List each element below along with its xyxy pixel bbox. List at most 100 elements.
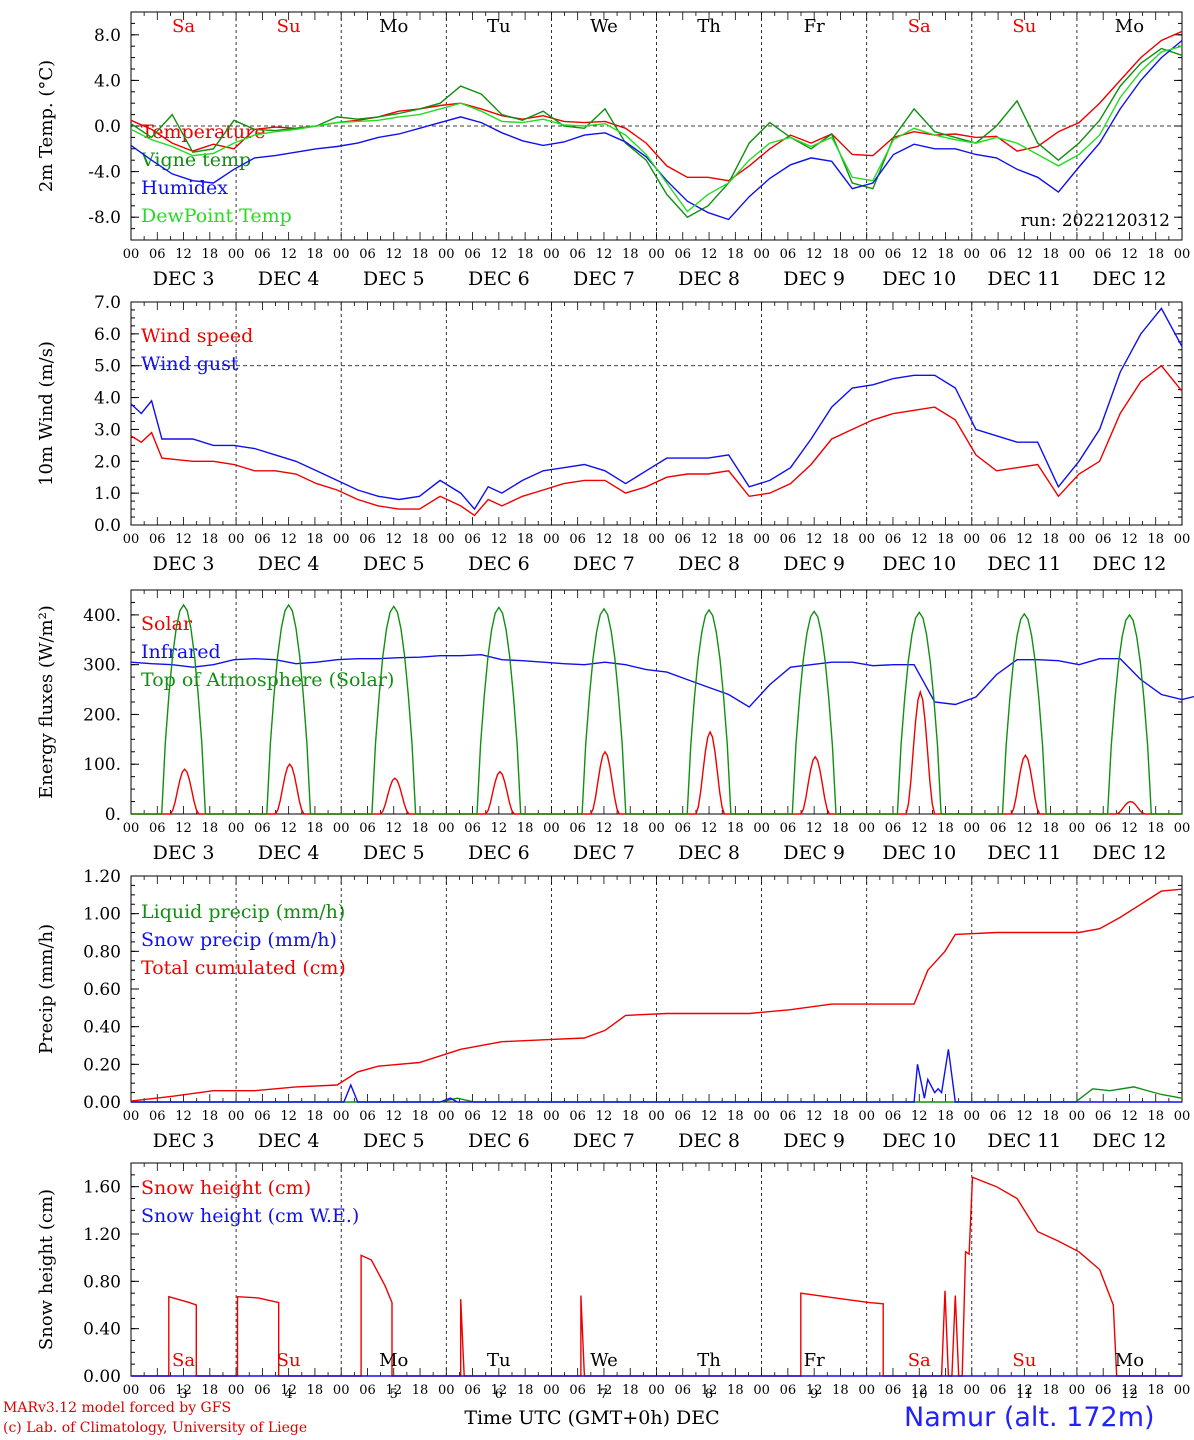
- plot-frame: [130, 589, 1183, 815]
- hour-label: 00: [1069, 247, 1086, 262]
- hour-label: 06: [990, 821, 1007, 836]
- hour-label: 12: [175, 1109, 192, 1124]
- y-tick-label: 300.: [83, 656, 121, 676]
- hour-label: 18: [937, 247, 954, 262]
- legend-label: Temperature: [141, 121, 265, 143]
- weekday-label: We: [590, 1350, 618, 1371]
- legend-label: Wind gust: [141, 353, 239, 375]
- hour-label: 06: [464, 1383, 481, 1398]
- hour-label: 12: [280, 1383, 297, 1398]
- y-axis-label: Snow height (cm): [36, 1189, 57, 1350]
- hour-label: 18: [937, 1109, 954, 1124]
- day-label: DEC 5: [363, 842, 425, 864]
- series-line-green: [131, 1086, 1183, 1103]
- day-label: DEC 3: [153, 842, 215, 864]
- hour-label: 06: [254, 247, 271, 262]
- legend-label: Snow height (cm): [141, 1177, 311, 1199]
- hour-label: 12: [1121, 247, 1138, 262]
- hour-label: 18: [517, 1109, 534, 1124]
- y-tick-label: 6.0: [94, 325, 121, 345]
- y-tick-label: 0.20: [83, 1055, 121, 1075]
- day-number: 5: [390, 1387, 398, 1402]
- hour-label: 00: [753, 1383, 770, 1398]
- hour-label: 18: [412, 821, 429, 836]
- weekday-label: Fr: [804, 16, 825, 37]
- day-label: DEC 8: [678, 268, 740, 290]
- hour-label: 00: [333, 532, 350, 547]
- day-label: DEC 8: [678, 1130, 740, 1152]
- hour-label: 18: [1042, 247, 1059, 262]
- hour-label: 06: [885, 532, 902, 547]
- hour-label: 00: [228, 1109, 245, 1124]
- y-tick-label: 4.0: [94, 389, 121, 409]
- legend-label: Wind speed: [141, 325, 253, 347]
- weekday-label: Th: [697, 1350, 721, 1371]
- day-label: DEC 6: [468, 553, 530, 575]
- hour-label: 12: [806, 247, 823, 262]
- hour-label: 12: [911, 1383, 928, 1398]
- hour-label: 00: [1069, 1109, 1086, 1124]
- hour-label: 18: [622, 1383, 639, 1398]
- legend-label: Snow height (cm W.E.): [141, 1205, 359, 1227]
- y-tick-label: 0.80: [83, 942, 121, 962]
- day-label: DEC 10: [882, 268, 956, 290]
- hour-label: 06: [990, 532, 1007, 547]
- hour-label: 00: [964, 247, 981, 262]
- hour-label: 12: [701, 532, 718, 547]
- hour-label: 06: [885, 821, 902, 836]
- y-tick-label: 5.0: [94, 357, 121, 377]
- hour-label: 00: [123, 532, 140, 547]
- hour-label: 12: [491, 532, 508, 547]
- legend-label: Humidex: [141, 177, 228, 199]
- day-label: DEC 7: [573, 268, 635, 290]
- hour-label: 06: [569, 247, 586, 262]
- station-label: Namur (alt. 172m): [904, 1402, 1155, 1433]
- hour-label: 06: [675, 1109, 692, 1124]
- hour-label: 18: [202, 1383, 219, 1398]
- hour-label: 12: [806, 821, 823, 836]
- y-tick-label: 0.60: [83, 980, 121, 1000]
- day-label: DEC 5: [363, 1130, 425, 1152]
- hour-label: 06: [359, 247, 376, 262]
- hour-label: 00: [1069, 532, 1086, 547]
- hour-label: 18: [1042, 532, 1059, 547]
- hour-label: 06: [1095, 1383, 1112, 1398]
- day-label: DEC 5: [363, 268, 425, 290]
- series-line-green: [131, 603, 1182, 815]
- hour-label: 12: [596, 532, 613, 547]
- day-label: DEC 10: [882, 553, 956, 575]
- hour-label: 12: [806, 532, 823, 547]
- hour-label: 18: [727, 821, 744, 836]
- hour-label: 18: [307, 1109, 324, 1124]
- hour-label: 06: [780, 821, 797, 836]
- hour-label: 18: [412, 532, 429, 547]
- hour-label: 18: [412, 1109, 429, 1124]
- day-label: DEC 7: [573, 842, 635, 864]
- hour-label: 00: [123, 821, 140, 836]
- credit-model: MARv3.12 model forced by GFS: [3, 1400, 232, 1416]
- hour-label: 00: [1174, 1383, 1191, 1398]
- y-tick-label: 0.0: [94, 516, 121, 536]
- hour-label: 00: [1174, 821, 1191, 836]
- hour-label: 18: [412, 1383, 429, 1398]
- weekday-label: Mo: [1115, 1350, 1144, 1371]
- hour-label: 18: [1147, 247, 1164, 262]
- hour-label: 00: [753, 247, 770, 262]
- weekday-label: Sa: [172, 1350, 195, 1371]
- panel-5: 0.00 0.40 0.80 1.20 1.60 Snow height (cm) 00 06…: [36, 1162, 1191, 1429]
- hour-label: 06: [359, 1109, 376, 1124]
- hour-label: 18: [937, 532, 954, 547]
- weekday-label: Fr: [804, 1350, 825, 1371]
- hour-label: 06: [464, 821, 481, 836]
- hour-label: 06: [359, 1383, 376, 1398]
- weekday-label: Su: [1012, 1350, 1036, 1371]
- hour-label: 18: [307, 821, 324, 836]
- hour-label: 12: [1121, 1383, 1138, 1398]
- hour-label: 06: [780, 1383, 797, 1398]
- hour-label: 18: [517, 532, 534, 547]
- hour-label: 18: [622, 532, 639, 547]
- hour-label: 12: [491, 1109, 508, 1124]
- hour-label: 12: [1121, 532, 1138, 547]
- y-axis-label: Precip (mm/h): [36, 924, 57, 1054]
